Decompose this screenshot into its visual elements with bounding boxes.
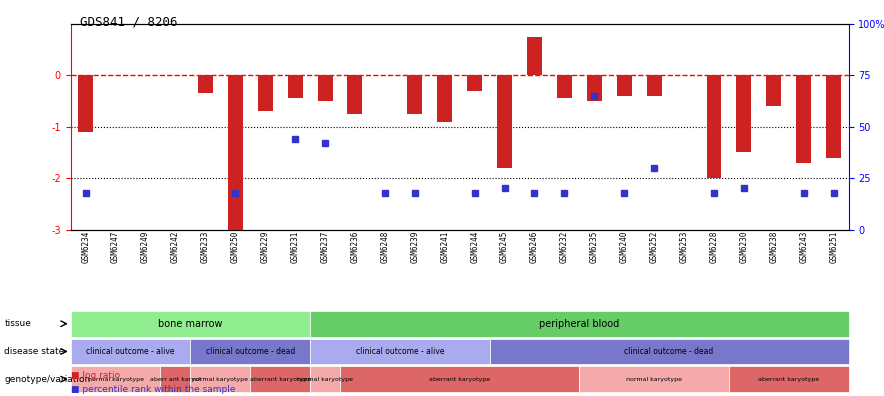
Bar [287,75,302,98]
Bar [438,75,453,122]
Text: tissue: tissue [4,319,31,328]
Text: disease state: disease state [4,347,65,356]
Bar [587,75,602,101]
Text: aberrant karyotype: aberrant karyotype [249,377,310,382]
Bar [347,75,362,114]
Bar [736,75,751,152]
Bar [198,75,213,93]
Text: normal karyotype: normal karyotype [626,377,682,382]
Text: clinical outcome - alive: clinical outcome - alive [355,347,444,356]
Text: clinical outcome - alive: clinical outcome - alive [87,347,175,356]
Text: clinical outcome - dead: clinical outcome - dead [624,347,713,356]
Text: GDS841 / 8206: GDS841 / 8206 [80,16,177,29]
Bar [78,75,93,132]
Bar [467,75,482,91]
Text: peripheral blood: peripheral blood [539,319,620,329]
Bar [796,75,812,163]
Text: ■ percentile rank within the sample: ■ percentile rank within the sample [71,385,235,394]
Text: clinical outcome - dead: clinical outcome - dead [206,347,295,356]
Text: aberr ant karyot: aberr ant karyot [149,377,202,382]
Bar [647,75,661,96]
Bar [527,36,542,75]
Text: ■ log ratio: ■ log ratio [71,371,120,380]
Bar [408,75,423,114]
Bar [258,75,272,111]
Bar [827,75,842,158]
Text: normal karyotype: normal karyotype [193,377,248,382]
Bar [497,75,512,168]
Bar [317,75,332,101]
Bar [228,75,243,230]
Text: normal karyotype: normal karyotype [297,377,353,382]
Text: genotype/variation: genotype/variation [4,375,91,384]
Text: bone marrow: bone marrow [158,319,223,329]
Bar [766,75,781,106]
Text: normal karyotype: normal karyotype [88,377,143,382]
Text: aberrant karyotype: aberrant karyotype [758,377,819,382]
Bar [557,75,572,98]
Bar [617,75,632,96]
Text: aberrant karyotype: aberrant karyotype [429,377,491,382]
Bar [706,75,721,178]
